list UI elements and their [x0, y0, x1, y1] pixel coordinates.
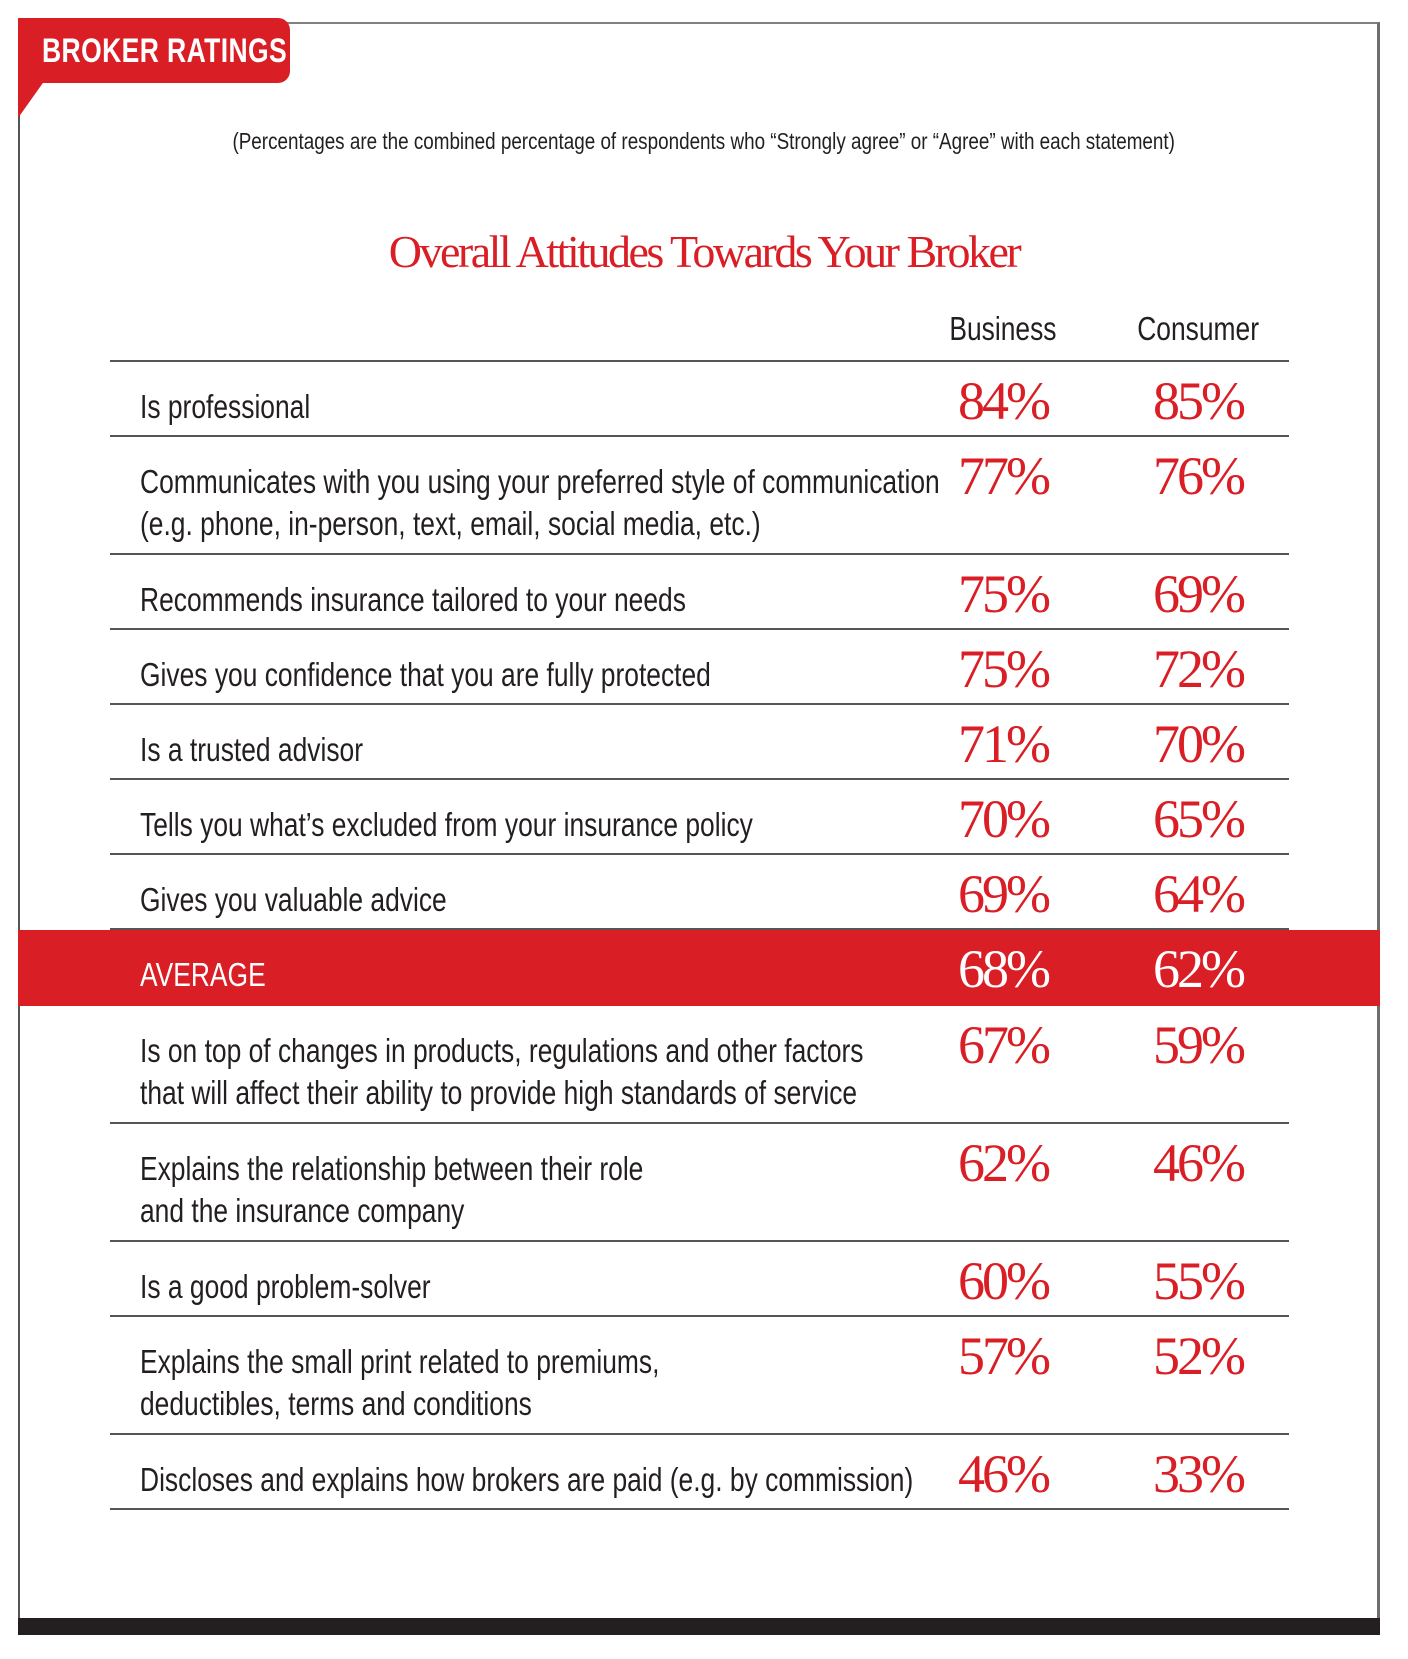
column-header-consumer-text: Consumer [1137, 310, 1259, 347]
row-label: Discloses and explains how brokers are p… [140, 1459, 913, 1501]
table-row: Gives you valuable advice 69% 64% [110, 855, 1289, 930]
section-tag-tail [18, 80, 45, 118]
consumer-value: 46% [1153, 1133, 1246, 1193]
row-label-line: AVERAGE [140, 956, 266, 993]
business-value: 69% [958, 864, 1051, 924]
business-value: 57% [958, 1326, 1051, 1386]
business-value: 84% [958, 371, 1051, 431]
row-label-line: and the insurance company [140, 1192, 465, 1229]
business-value: 68% [958, 939, 1051, 999]
table-row: Discloses and explains how brokers are p… [110, 1435, 1289, 1510]
methodology-note-text: (Percentages are the combined percentage… [232, 128, 1176, 154]
row-label: Is a good problem-solver [140, 1266, 431, 1308]
table-title: Overall Attitudes Towards Your Broker [388, 226, 1022, 277]
table-row: Gives you confidence that you are fully … [110, 630, 1289, 705]
table-row: Tells you what’s excluded from your insu… [110, 780, 1289, 855]
table-row: Communicates with you using your preferr… [110, 437, 1289, 555]
business-value: 77% [958, 446, 1051, 506]
business-value: 46% [958, 1444, 1051, 1504]
ratings-table: Is professional 84% 85% Communicates with y… [18, 360, 1380, 1510]
row-label-line: Tells you what’s excluded from your insu… [140, 806, 753, 843]
consumer-value: 62% [1153, 939, 1246, 999]
row-label-line: that will affect their ability to provid… [140, 1074, 858, 1111]
business-value: 75% [958, 639, 1051, 699]
row-label: Gives you valuable advice [140, 879, 447, 921]
business-value: 67% [958, 1015, 1051, 1075]
row-label: Explains the small print related to prem… [140, 1341, 659, 1425]
consumer-value: 70% [1153, 714, 1246, 774]
business-value: 70% [958, 789, 1051, 849]
average-row: AVERAGE 68% 62% [18, 930, 1380, 1006]
row-label: Tells you what’s excluded from your insu… [140, 804, 753, 846]
row-label-line: Is a good problem-solver [140, 1268, 431, 1305]
methodology-note: (Percentages are the combined percentage… [0, 128, 1408, 155]
row-label: Communicates with you using your preferr… [140, 461, 940, 545]
row-label-line: Is professional [140, 388, 311, 425]
business-value: 62% [958, 1133, 1051, 1193]
row-label-line: Recommends insurance tailored to your ne… [140, 581, 686, 618]
row-label: Is professional [140, 386, 310, 428]
row-label-line: Explains the small print related to prem… [140, 1343, 660, 1380]
row-label: Is on top of changes in products, regula… [140, 1030, 864, 1114]
bottom-bar [18, 1618, 1380, 1635]
table-row: Is a good problem-solver 60% 55% [110, 1242, 1289, 1317]
column-header-business-text: Business [949, 310, 1057, 347]
row-label-line: Gives you valuable advice [140, 881, 447, 918]
consumer-value: 85% [1153, 371, 1246, 431]
table-row: Is professional 84% 85% [110, 362, 1289, 437]
consumer-value: 65% [1153, 789, 1246, 849]
consumer-value: 64% [1153, 864, 1246, 924]
business-value: 60% [958, 1251, 1051, 1311]
table-row: Explains the relationship between their … [110, 1124, 1289, 1242]
section-tag-label: BROKER RATINGS [42, 32, 288, 70]
business-value: 75% [958, 564, 1051, 624]
row-label: Is a trusted advisor [140, 729, 363, 771]
row-label-line: Communicates with you using your preferr… [140, 463, 940, 500]
consumer-value: 72% [1153, 639, 1246, 699]
table-row: Is a trusted advisor 71% 70% [110, 705, 1289, 780]
row-label-line: Gives you confidence that you are fully … [140, 656, 711, 693]
table-row: Is on top of changes in products, regula… [110, 1006, 1289, 1124]
row-label: AVERAGE [140, 954, 266, 996]
consumer-value: 76% [1153, 446, 1246, 506]
row-label: Explains the relationship between their … [140, 1148, 643, 1232]
table-row: Recommends insurance tailored to your ne… [110, 555, 1289, 630]
table-row: Explains the small print related to prem… [110, 1317, 1289, 1435]
consumer-value: 33% [1153, 1444, 1246, 1504]
row-label-line: deductibles, terms and conditions [140, 1385, 532, 1422]
consumer-value: 55% [1153, 1251, 1246, 1311]
row-label: Recommends insurance tailored to your ne… [140, 579, 686, 621]
row-label-line: (e.g. phone, in-person, text, email, soc… [140, 505, 761, 542]
row-label-line: Discloses and explains how brokers are p… [140, 1461, 914, 1498]
row-label: Gives you confidence that you are fully … [140, 654, 711, 696]
consumer-value: 52% [1153, 1326, 1246, 1386]
business-value: 71% [958, 714, 1051, 774]
row-label-line: Is a trusted advisor [140, 731, 364, 768]
column-header-consumer: Consumer [1098, 310, 1298, 348]
consumer-value: 59% [1153, 1015, 1246, 1075]
row-label-line: Explains the relationship between their … [140, 1150, 644, 1187]
consumer-value: 69% [1153, 564, 1246, 624]
row-label-line: Is on top of changes in products, regula… [140, 1032, 864, 1069]
card-frame [18, 22, 1380, 1620]
column-header-business: Business [903, 310, 1103, 348]
section-tag [18, 18, 290, 83]
